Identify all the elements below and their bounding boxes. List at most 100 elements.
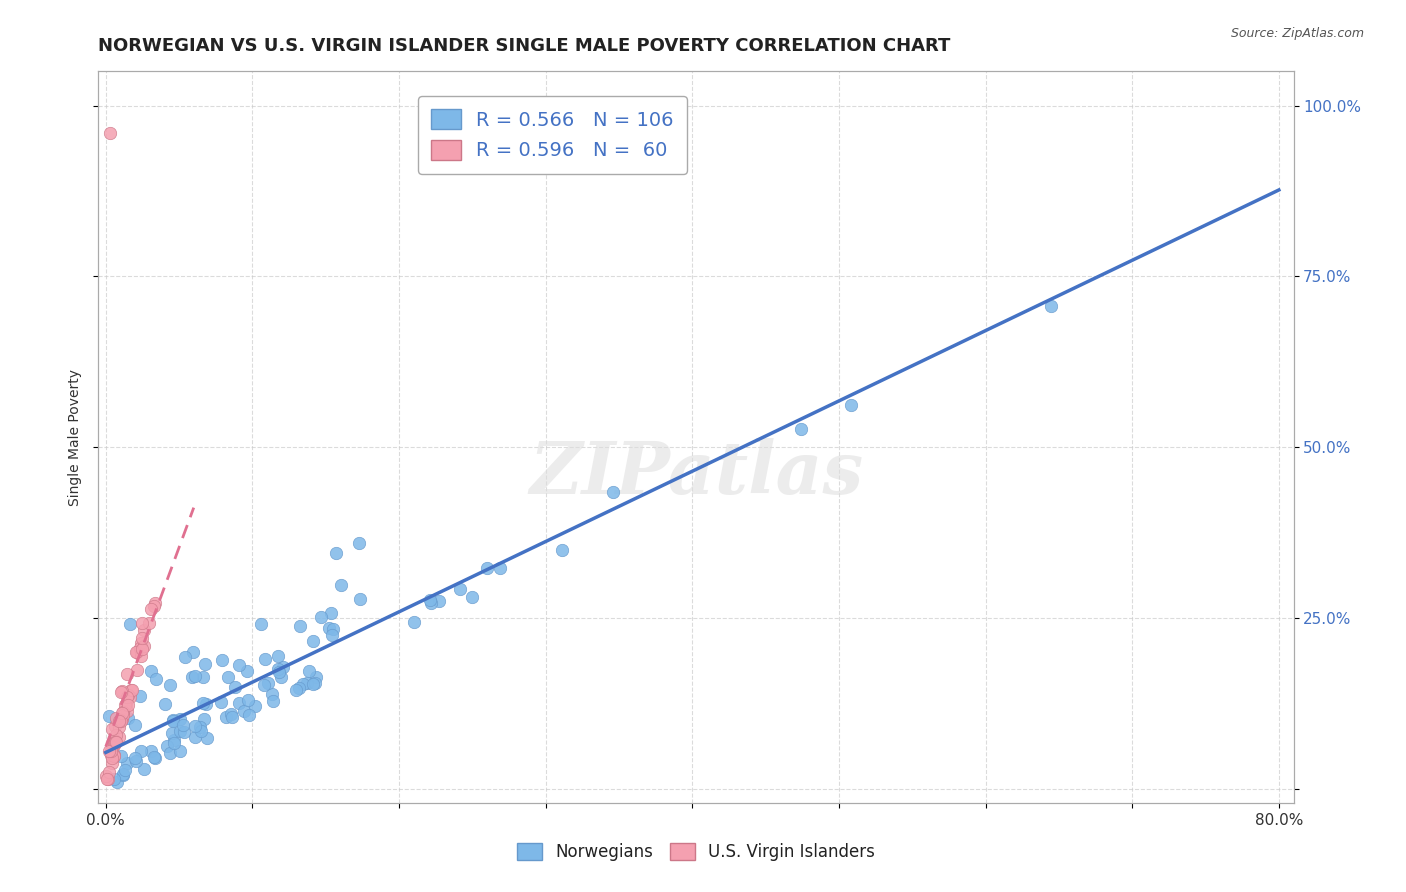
U.S. Virgin Islanders bbox=[129, 648, 152, 663]
Norwegians bbox=[267, 662, 290, 676]
U.S. Virgin Islanders bbox=[98, 765, 121, 780]
U.S. Virgin Islanders bbox=[132, 640, 155, 654]
U.S. Virgin Islanders bbox=[104, 718, 127, 732]
Norwegians bbox=[173, 650, 195, 665]
U.S. Virgin Islanders bbox=[96, 772, 118, 787]
U.S. Virgin Islanders bbox=[97, 772, 120, 786]
Norwegians bbox=[145, 672, 167, 686]
Norwegians bbox=[181, 670, 204, 684]
U.S. Virgin Islanders bbox=[121, 682, 143, 697]
Norwegians bbox=[193, 712, 215, 726]
Norwegians bbox=[125, 754, 148, 768]
Norwegians bbox=[214, 710, 236, 724]
Norwegians bbox=[160, 726, 183, 740]
Norwegians bbox=[162, 714, 184, 728]
Norwegians bbox=[184, 669, 207, 683]
U.S. Virgin Islanders bbox=[139, 602, 162, 616]
Y-axis label: Single Male Poverty: Single Male Poverty bbox=[67, 368, 82, 506]
Norwegians bbox=[194, 657, 217, 672]
Norwegians bbox=[271, 660, 294, 674]
Norwegians bbox=[1040, 300, 1063, 314]
Norwegians bbox=[295, 676, 318, 690]
Norwegians bbox=[427, 594, 450, 608]
U.S. Virgin Islanders bbox=[114, 698, 136, 713]
U.S. Virgin Islanders bbox=[110, 684, 132, 698]
U.S. Virgin Islanders bbox=[120, 690, 142, 704]
Norwegians bbox=[195, 731, 218, 745]
Norwegians bbox=[233, 704, 256, 718]
U.S. Virgin Islanders bbox=[117, 698, 139, 712]
U.S. Virgin Islanders bbox=[104, 728, 127, 742]
Norwegians bbox=[270, 670, 292, 684]
U.S. Virgin Islanders bbox=[96, 769, 118, 783]
Norwegians bbox=[318, 621, 340, 635]
Norwegians bbox=[602, 484, 624, 499]
Norwegians bbox=[236, 693, 259, 707]
Norwegians bbox=[143, 749, 166, 764]
Norwegians bbox=[163, 732, 186, 747]
U.S. Virgin Islanders bbox=[98, 744, 121, 758]
Norwegians bbox=[209, 695, 232, 709]
Norwegians bbox=[475, 561, 498, 575]
Norwegians bbox=[309, 610, 332, 624]
Norwegians bbox=[298, 664, 321, 678]
Norwegians bbox=[114, 763, 136, 777]
Norwegians bbox=[221, 710, 243, 724]
Norwegians bbox=[347, 536, 370, 550]
Norwegians bbox=[253, 652, 276, 666]
Norwegians bbox=[321, 606, 343, 620]
U.S. Virgin Islanders bbox=[110, 714, 132, 728]
Norwegians bbox=[257, 675, 280, 690]
Norwegians bbox=[159, 746, 181, 760]
U.S. Virgin Islanders bbox=[124, 645, 146, 659]
U.S. Virgin Islanders bbox=[104, 735, 127, 749]
Norwegians bbox=[117, 711, 139, 725]
Norwegians bbox=[402, 615, 425, 629]
U.S. Virgin Islanders bbox=[131, 616, 153, 631]
Norwegians bbox=[124, 751, 146, 765]
Norwegians bbox=[97, 708, 120, 723]
Norwegians bbox=[325, 546, 347, 560]
Norwegians bbox=[211, 653, 233, 667]
U.S. Virgin Islanders bbox=[120, 683, 142, 698]
Norwegians bbox=[228, 657, 250, 672]
U.S. Virgin Islanders bbox=[138, 616, 160, 631]
Norwegians bbox=[117, 756, 139, 771]
Norwegians bbox=[184, 719, 207, 733]
U.S. Virgin Islanders bbox=[98, 126, 121, 140]
Norwegians bbox=[292, 677, 315, 691]
Norwegians bbox=[322, 623, 344, 637]
U.S. Virgin Islanders bbox=[111, 712, 134, 726]
U.S. Virgin Islanders bbox=[134, 623, 156, 637]
U.S. Virgin Islanders bbox=[143, 599, 166, 613]
Text: NORWEGIAN VS U.S. VIRGIN ISLANDER SINGLE MALE POVERTY CORRELATION CHART: NORWEGIAN VS U.S. VIRGIN ISLANDER SINGLE… bbox=[98, 37, 950, 54]
U.S. Virgin Islanders bbox=[100, 756, 122, 771]
Norwegians bbox=[245, 699, 267, 714]
U.S. Virgin Islanders bbox=[117, 688, 139, 702]
Text: Source: ZipAtlas.com: Source: ZipAtlas.com bbox=[1230, 27, 1364, 40]
Norwegians bbox=[285, 683, 308, 698]
Norwegians bbox=[461, 590, 484, 604]
Norwegians bbox=[111, 768, 134, 782]
U.S. Virgin Islanders bbox=[100, 748, 122, 763]
Norwegians bbox=[349, 591, 371, 606]
Norwegians bbox=[163, 736, 186, 750]
Norwegians bbox=[110, 749, 132, 764]
U.S. Virgin Islanders bbox=[111, 684, 134, 698]
Norwegians bbox=[224, 680, 246, 694]
Norwegians bbox=[419, 596, 441, 610]
Norwegians bbox=[128, 690, 150, 704]
Norwegians bbox=[841, 398, 863, 412]
Norwegians bbox=[156, 739, 179, 753]
Norwegians bbox=[159, 677, 181, 691]
Norwegians bbox=[173, 725, 195, 739]
U.S. Virgin Islanders bbox=[104, 734, 127, 748]
Norwegians bbox=[449, 582, 471, 596]
Text: ZIPatlas: ZIPatlas bbox=[529, 438, 863, 509]
Norwegians bbox=[112, 767, 135, 781]
Norwegians bbox=[288, 681, 311, 695]
Norwegians bbox=[132, 763, 155, 777]
Norwegians bbox=[153, 697, 176, 711]
Norwegians bbox=[217, 670, 239, 684]
U.S. Virgin Islanders bbox=[103, 739, 125, 753]
